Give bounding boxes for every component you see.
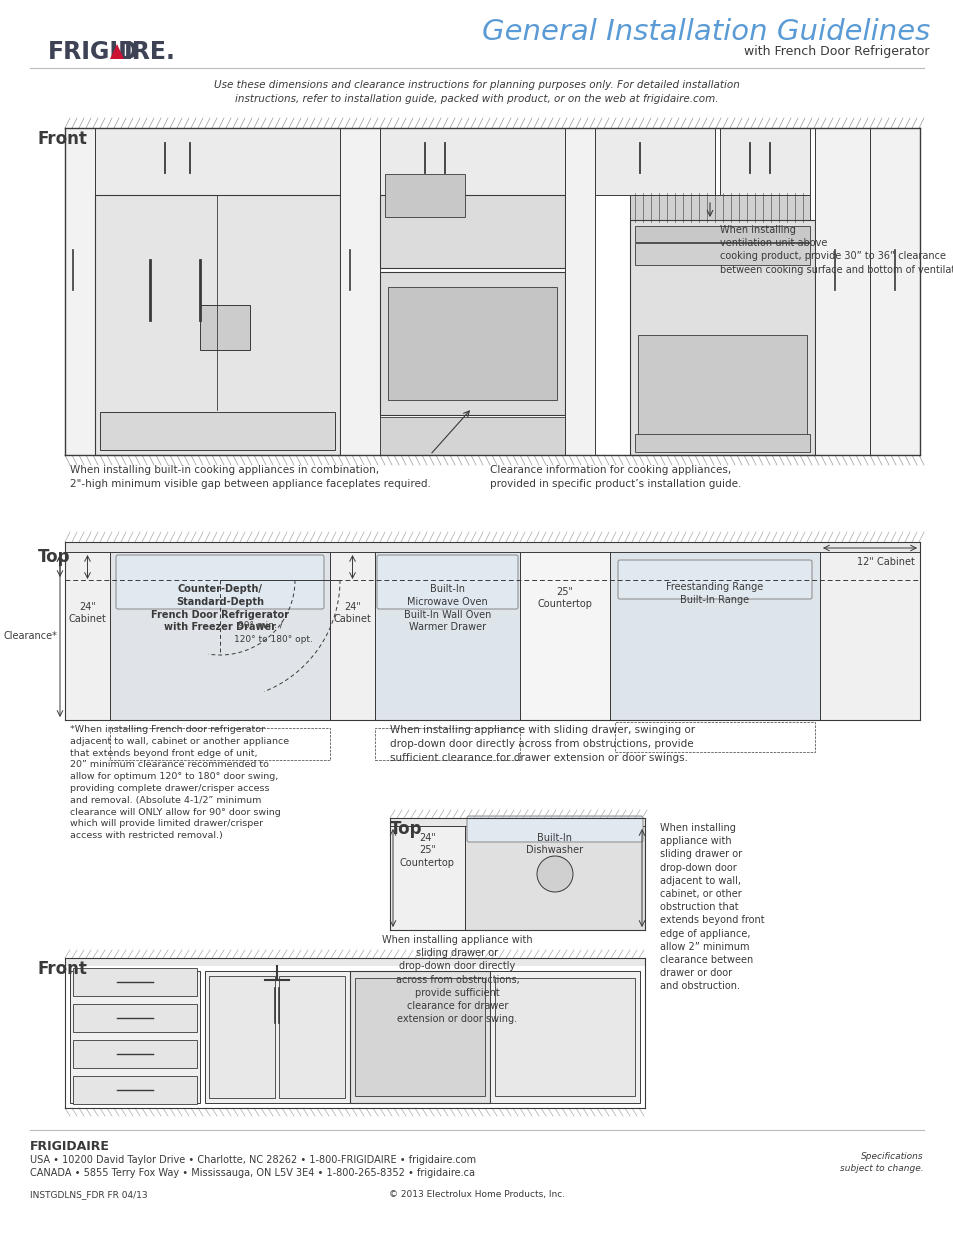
- Bar: [379, 417, 564, 454]
- Bar: [355, 978, 484, 1095]
- Bar: [73, 1076, 196, 1104]
- Polygon shape: [110, 44, 124, 59]
- Text: CANADA • 5855 Terry Fox Way • Mississauga, ON L5V 3E4 • 1-800-265-8352 • frigida: CANADA • 5855 Terry Fox Way • Mississaug…: [30, 1168, 475, 1178]
- Bar: [564, 128, 595, 454]
- Bar: [814, 128, 869, 454]
- Bar: [65, 542, 919, 552]
- Text: General Installation Guidelines: General Installation Guidelines: [481, 19, 929, 46]
- Text: Top: Top: [38, 548, 71, 566]
- Bar: [390, 826, 464, 930]
- Bar: [629, 220, 814, 454]
- Bar: [820, 552, 919, 720]
- Text: 12" Cabinet: 12" Cabinet: [856, 557, 914, 567]
- Bar: [595, 128, 714, 195]
- Bar: [629, 195, 809, 220]
- Text: 24"
Cabinet: 24" Cabinet: [334, 601, 371, 625]
- Bar: [519, 552, 609, 720]
- Bar: [720, 128, 809, 195]
- Bar: [379, 195, 564, 268]
- Bar: [635, 226, 809, 242]
- FancyBboxPatch shape: [618, 559, 811, 599]
- Text: 120° to 180° opt.: 120° to 180° opt.: [233, 636, 313, 645]
- Text: 90° min. /: 90° min. /: [237, 620, 282, 630]
- Text: Counter-Depth/
Standard-Depth
French Door Refrigerator
with Freezer Drawer: Counter-Depth/ Standard-Depth French Doo…: [151, 584, 289, 632]
- Text: with French Door Refrigerator: with French Door Refrigerator: [743, 46, 929, 58]
- Bar: [95, 128, 339, 195]
- Text: When installing
ventilation unit above
cooking product, provide 30” to 36” clear: When installing ventilation unit above c…: [720, 225, 953, 274]
- Text: INSTGDLNS_FDR FR 04/13: INSTGDLNS_FDR FR 04/13: [30, 1191, 148, 1199]
- Text: When installing
appliance with
sliding drawer or
drop-down door
adjacent to wall: When installing appliance with sliding d…: [659, 823, 763, 992]
- Bar: [379, 272, 564, 415]
- Text: 24"
Cabinet: 24" Cabinet: [69, 601, 107, 625]
- Bar: [73, 1004, 196, 1032]
- Bar: [869, 128, 919, 454]
- Text: Clearance information for cooking appliances,
provided in specific product’s ins: Clearance information for cooking applia…: [490, 466, 740, 489]
- Text: © 2013 Electrolux Home Products, Inc.: © 2013 Electrolux Home Products, Inc.: [389, 1191, 564, 1199]
- Text: When installing built-in cooking appliances in combination,
2"-high minimum visi: When installing built-in cooking applian…: [70, 466, 431, 489]
- Bar: [350, 971, 490, 1103]
- Text: Built-In
Microwave Oven
Built-In Wall Oven
Warmer Drawer: Built-In Microwave Oven Built-In Wall Ov…: [403, 584, 491, 632]
- Text: FRIGID: FRIGID: [48, 40, 138, 64]
- Text: IRE.: IRE.: [124, 40, 175, 64]
- Bar: [110, 727, 330, 760]
- Bar: [209, 976, 274, 1098]
- Bar: [205, 971, 350, 1103]
- Bar: [375, 727, 519, 760]
- Bar: [65, 958, 644, 966]
- Bar: [385, 174, 464, 217]
- Text: Built-In
Dishwasher: Built-In Dishwasher: [526, 832, 583, 856]
- Text: Front: Front: [38, 130, 88, 148]
- Text: When installing appliance with
sliding drawer or
drop-down door directly
across : When installing appliance with sliding d…: [382, 935, 533, 1024]
- Text: USA • 10200 David Taylor Drive • Charlotte, NC 28262 • 1-800-FRIGIDAIRE • frigid: USA • 10200 David Taylor Drive • Charlot…: [30, 1155, 476, 1165]
- Text: 25"
Countertop: 25" Countertop: [537, 587, 592, 609]
- Bar: [609, 552, 820, 720]
- Bar: [73, 968, 196, 995]
- Bar: [615, 722, 814, 752]
- Text: *When installing French door refrigerator
adjacent to wall, cabinet or another a: *When installing French door refrigerato…: [70, 725, 289, 840]
- Bar: [638, 335, 806, 435]
- FancyBboxPatch shape: [467, 816, 642, 842]
- Bar: [200, 305, 250, 350]
- FancyBboxPatch shape: [376, 555, 517, 609]
- Text: Clearance*: Clearance*: [3, 631, 57, 641]
- Circle shape: [537, 856, 573, 892]
- Bar: [388, 287, 557, 400]
- Bar: [100, 412, 335, 450]
- Bar: [635, 433, 809, 452]
- Bar: [65, 128, 95, 454]
- Text: Front: Front: [38, 960, 88, 978]
- FancyBboxPatch shape: [116, 555, 324, 609]
- Bar: [95, 195, 339, 454]
- Bar: [70, 971, 200, 1103]
- Text: FRIGIDAIRE: FRIGIDAIRE: [30, 1140, 110, 1153]
- Bar: [339, 128, 379, 454]
- Text: Specifications
subject to change.: Specifications subject to change.: [840, 1152, 923, 1173]
- Text: When installing appliance with sliding drawer, swinging or
drop-down door direct: When installing appliance with sliding d…: [390, 725, 695, 763]
- Bar: [379, 128, 564, 195]
- Text: Top: Top: [390, 820, 422, 839]
- Bar: [278, 976, 345, 1098]
- Bar: [490, 971, 639, 1103]
- Bar: [330, 552, 375, 720]
- Bar: [110, 552, 330, 720]
- Text: Use these dimensions and clearance instructions for planning purposes only. For : Use these dimensions and clearance instr…: [213, 80, 740, 104]
- Text: 24"
25"
Countertop: 24" 25" Countertop: [399, 832, 455, 868]
- Bar: [635, 243, 809, 266]
- Text: Freestanding Range
Built-In Range: Freestanding Range Built-In Range: [666, 582, 762, 605]
- Bar: [375, 552, 519, 720]
- Bar: [390, 818, 644, 826]
- Bar: [464, 826, 644, 930]
- Bar: [73, 1040, 196, 1068]
- Bar: [495, 978, 635, 1095]
- Bar: [65, 552, 110, 720]
